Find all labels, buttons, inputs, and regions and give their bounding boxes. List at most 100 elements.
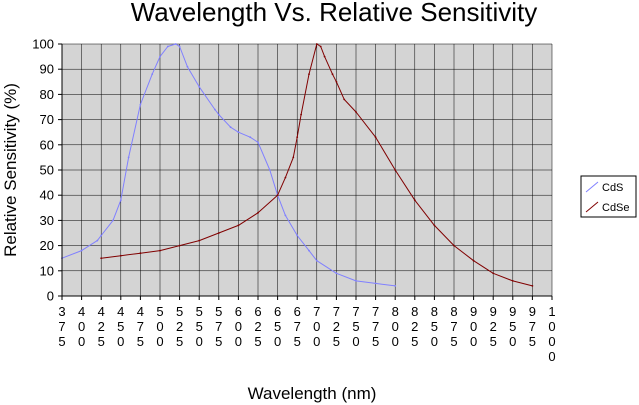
data-point-cdse: [335, 80, 338, 83]
data-point-cdse: [531, 285, 534, 287]
data-point-cds: [198, 85, 201, 88]
y-tick-label: 50: [40, 163, 54, 178]
data-point-cds: [151, 73, 154, 76]
y-tick-label: 10: [40, 263, 54, 278]
data-point-cds: [237, 131, 240, 134]
data-point-cdse: [159, 249, 161, 252]
data-point-cdse: [257, 211, 259, 214]
data-point-cdse: [355, 111, 357, 113]
data-point-cds: [257, 141, 259, 144]
data-point-cdse: [292, 156, 295, 159]
data-point-cds: [174, 43, 177, 45]
data-point-cds: [112, 219, 114, 222]
y-tick-label: 90: [40, 62, 54, 77]
y-tick-label: 30: [40, 213, 54, 228]
y-tick-label: 20: [40, 238, 54, 253]
data-point-cds: [214, 108, 216, 111]
data-point-cds: [166, 45, 169, 48]
y-tick-labels: 0 10 20 30 40 50 60 70 80 90 100: [32, 37, 62, 304]
data-point-cds: [374, 282, 377, 285]
data-point-cdse: [492, 272, 495, 275]
data-point-cdse: [433, 224, 436, 227]
data-point-cdse: [453, 244, 455, 247]
data-point-cds: [296, 234, 299, 237]
x-axis-label: Wavelength (nm): [248, 384, 377, 403]
data-point-cds: [119, 199, 122, 202]
data-point-cds: [100, 234, 103, 237]
data-point-cdse: [178, 244, 181, 247]
y-tick-label: 70: [40, 112, 54, 127]
series-layer: [61, 43, 534, 287]
legend-swatch-cds: [585, 181, 599, 193]
legend-label-cds: CdS: [602, 182, 623, 194]
data-point-cdse: [300, 113, 302, 116]
y-tick-label: 0: [47, 289, 54, 304]
data-point-cds: [186, 65, 189, 68]
data-point-cds: [249, 136, 252, 139]
data-point-cdse: [413, 199, 416, 202]
data-point-cdse: [315, 43, 318, 45]
data-point-cds: [284, 214, 287, 217]
data-point-cds: [355, 280, 357, 282]
data-point-cds: [139, 103, 142, 106]
data-point-cdse: [394, 169, 397, 171]
data-point-cdse: [331, 73, 334, 76]
data-point-cdse: [198, 239, 201, 242]
legend-label-cdse: CdSe: [602, 202, 630, 214]
data-point-cdse: [511, 280, 514, 282]
data-point-cds: [315, 259, 318, 262]
data-point-cdse: [374, 136, 377, 139]
x-tick-labels: 3 7 5 4 0 0 4 2 5 4 5 0 4 7 5 5 0 0 5 2 5 5 5 0 5 7 5 6 0 0 6 2 5 6 5 0 6 7 5 7…: [58, 296, 556, 364]
data-point-cdse: [308, 73, 310, 76]
y-tick-label: 60: [40, 137, 54, 152]
data-point-cds: [159, 55, 161, 58]
data-point-cds: [96, 239, 99, 242]
data-point-cdse: [284, 176, 287, 179]
data-point-cdse: [237, 224, 240, 227]
y-tick-label: 100: [32, 37, 54, 52]
data-point-cdse: [217, 232, 220, 234]
chart-title: Wavelength Vs. Relative Sensitivity: [131, 0, 538, 27]
data-point-cds: [80, 249, 83, 252]
data-point-cdse: [323, 55, 326, 58]
data-point-cds: [394, 285, 397, 287]
data-point-cds: [229, 126, 232, 129]
legend-box: [580, 175, 637, 218]
data-point-cdse: [119, 254, 122, 257]
data-point-cdse: [343, 98, 346, 101]
data-point-cdse: [139, 252, 142, 255]
data-point-cds: [335, 272, 338, 275]
data-point-cdse: [100, 257, 103, 260]
data-point-cds: [308, 249, 310, 252]
data-point-cdse: [472, 259, 475, 262]
y-axis-label: Relative Sensitivity (%): [1, 83, 20, 257]
y-tick-label: 40: [40, 188, 54, 203]
data-point-cds: [127, 156, 130, 159]
data-point-cds: [268, 169, 271, 171]
data-point-cdse: [319, 45, 322, 48]
